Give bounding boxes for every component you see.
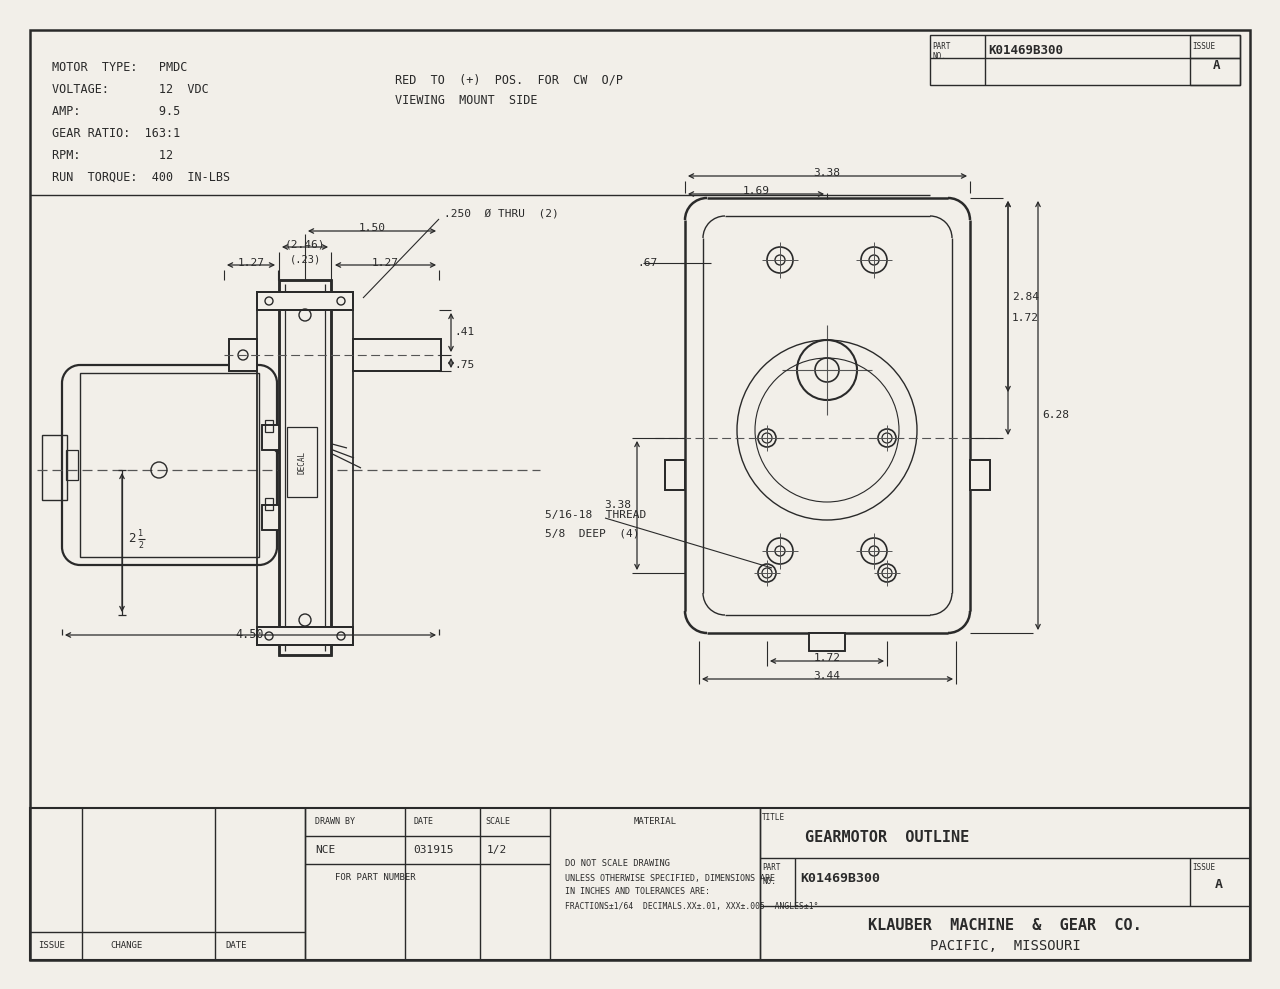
Text: DATE: DATE [413,818,433,827]
Text: 1.27: 1.27 [238,258,265,268]
Bar [287,427,317,497]
Bar [257,627,353,645]
Text: .75: .75 [454,360,475,370]
Text: 2.84: 2.84 [1012,292,1039,302]
Text: 2: 2 [138,542,143,551]
Text: MATERIAL: MATERIAL [634,818,677,827]
Bar [970,460,989,490]
Text: PART: PART [762,863,781,872]
Text: DATE: DATE [225,942,247,950]
Bar [42,435,67,500]
Text: ISSUE: ISSUE [1192,863,1215,872]
Text: 1.69: 1.69 [742,186,769,196]
Bar [262,505,289,530]
Text: .41: .41 [454,327,475,337]
Text: 031915: 031915 [413,845,453,855]
Text: TITLE: TITLE [762,814,785,823]
Text: 3.38: 3.38 [814,168,841,178]
Text: NCE: NCE [315,845,335,855]
Text: GEARMOTOR  OUTLINE: GEARMOTOR OUTLINE [805,831,969,846]
Text: 1: 1 [138,528,143,537]
Text: CHANGE: CHANGE [110,942,142,950]
Text: DO NOT SCALE DRAWING: DO NOT SCALE DRAWING [564,858,669,867]
Text: RPM:           12: RPM: 12 [52,148,173,161]
Text: 5/8  DEEP  (4): 5/8 DEEP (4) [545,528,640,538]
Bar [29,808,1251,960]
Text: PACIFIC,  MISSOURI: PACIFIC, MISSOURI [929,939,1080,953]
Bar [265,498,273,510]
Text: 1.50: 1.50 [358,223,385,233]
Text: KLAUBER  MACHINE  &  GEAR  CO.: KLAUBER MACHINE & GEAR CO. [868,919,1142,934]
Text: 1/2: 1/2 [486,845,507,855]
Bar [262,425,289,450]
Bar [931,35,1240,85]
Text: FOR PART NUMBER: FOR PART NUMBER [335,873,416,882]
Text: AMP:           9.5: AMP: 9.5 [52,105,180,118]
Bar [229,339,257,371]
Text: 3.38: 3.38 [604,500,631,510]
Text: ISSUE: ISSUE [1192,42,1215,50]
Bar [809,633,845,651]
Bar [257,627,353,645]
Text: IN INCHES AND TOLERANCES ARE:: IN INCHES AND TOLERANCES ARE: [564,887,710,896]
Text: 6.28: 6.28 [1042,410,1069,420]
Text: GEAR RATIO:  163:1: GEAR RATIO: 163:1 [52,127,180,139]
Text: DECAL: DECAL [297,450,306,474]
Text: FRACTIONS±1/64  DECIMALS.XX±.01, XXX±.005  ANGLES±1°: FRACTIONS±1/64 DECIMALS.XX±.01, XXX±.005… [564,902,818,911]
Text: A: A [1213,58,1221,71]
Text: RED  TO  (+)  POS.  FOR  CW  O/P: RED TO (+) POS. FOR CW O/P [396,73,623,86]
Bar [353,339,442,371]
Text: 5/16-18  THREAD: 5/16-18 THREAD [545,510,646,520]
Text: 1.27: 1.27 [371,258,398,268]
Bar [262,425,289,450]
Text: 2: 2 [128,532,136,546]
Text: 1.72: 1.72 [1012,313,1039,323]
Bar [229,339,257,371]
Text: (2.46): (2.46) [284,239,325,249]
Text: VIEWING  MOUNT  SIDE: VIEWING MOUNT SIDE [396,94,538,107]
Text: NO.: NO. [932,51,946,60]
Text: DRAWN BY: DRAWN BY [315,818,355,827]
Text: (.23): (.23) [289,254,320,264]
Text: NO.: NO. [762,876,776,885]
Bar [279,280,332,655]
Bar [666,460,685,490]
Text: MOTOR  TYPE:   PMDC: MOTOR TYPE: PMDC [52,60,187,73]
Text: PART: PART [932,42,951,50]
Bar [81,373,259,557]
Text: .67: .67 [637,258,657,268]
Bar [265,420,273,432]
Text: K01469B300: K01469B300 [800,871,881,884]
Bar [279,280,332,655]
Bar [666,460,685,490]
Bar [67,450,78,480]
Text: UNLESS OTHERWISE SPECIFIED, DIMENSIONS ARE: UNLESS OTHERWISE SPECIFIED, DIMENSIONS A… [564,873,774,882]
Bar [809,633,845,651]
Bar [1190,35,1240,85]
Text: K01469B300: K01469B300 [988,44,1062,56]
Text: VOLTAGE:       12  VDC: VOLTAGE: 12 VDC [52,82,209,96]
Text: RUN  TORQUE:  400  IN-LBS: RUN TORQUE: 400 IN-LBS [52,170,230,184]
Bar [353,339,442,371]
Bar [257,292,353,310]
Text: .250  Ø THRU  (2): .250 Ø THRU (2) [444,208,559,218]
Text: 3.44: 3.44 [814,671,841,681]
Text: 4.50: 4.50 [236,627,264,641]
Text: ISSUE: ISSUE [38,942,65,950]
Text: SCALE: SCALE [485,818,509,827]
Bar [257,292,353,310]
Text: 1.72: 1.72 [814,653,841,663]
Text: A: A [1215,877,1222,890]
Bar [970,460,989,490]
Bar [262,505,289,530]
